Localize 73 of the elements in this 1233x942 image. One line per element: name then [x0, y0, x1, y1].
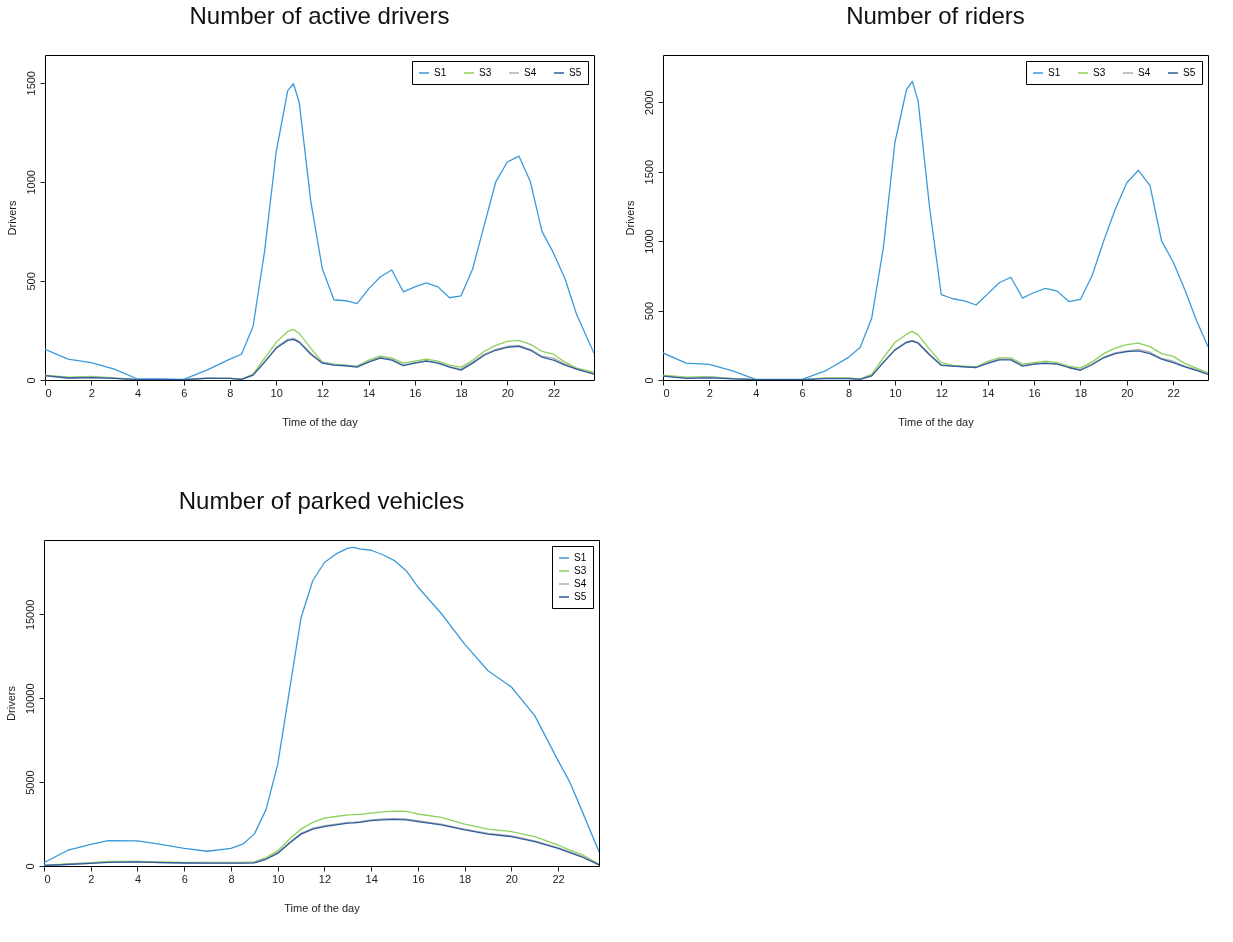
x-tick-label: 8 — [227, 386, 234, 399]
x-tick-label: 22 — [1167, 386, 1180, 399]
y-tick-label: 15000 — [23, 599, 36, 631]
x-tick-label: 22 — [552, 872, 565, 885]
legend-label: S3 — [574, 565, 587, 576]
x-tick-label: 10 — [270, 386, 283, 399]
y-tick-label: 1000 — [24, 170, 37, 195]
y-tick-label: 0 — [642, 377, 655, 384]
x-tick-label: 12 — [935, 386, 948, 399]
y-axis-title: Drivers — [4, 685, 17, 721]
y-tick-label: 10000 — [23, 683, 36, 715]
y-tick-label: 500 — [642, 301, 655, 321]
x-axis-title: Time of the day — [282, 415, 359, 428]
y-tick-label: 2000 — [642, 90, 655, 115]
x-tick-label: 16 — [1028, 386, 1041, 399]
x-tick-label: 14 — [365, 872, 378, 885]
y-tick-label: 5000 — [23, 770, 36, 795]
legend-label: S4 — [574, 578, 587, 589]
x-tick-label: 22 — [547, 386, 561, 399]
y-tick-label: 500 — [24, 272, 37, 291]
x-tick-label: 2 — [88, 386, 95, 399]
x-tick-label: 16 — [409, 386, 422, 399]
x-tick-label: 20 — [501, 386, 514, 399]
x-axis-title: Time of the day — [898, 415, 975, 428]
y-tick-label: 1500 — [24, 71, 37, 96]
x-tick-label: 6 — [181, 386, 188, 399]
legend-label: S5 — [574, 591, 587, 602]
legend-label: S4 — [524, 67, 537, 78]
y-tick-label: 1000 — [642, 229, 655, 254]
x-tick-label: 12 — [318, 872, 332, 885]
chart-title: Number of riders — [846, 2, 1025, 29]
legend-label: S1 — [574, 552, 587, 563]
x-tick-label: 0 — [44, 872, 51, 885]
x-tick-label: 4 — [134, 872, 142, 885]
x-tick-label: 6 — [181, 872, 188, 885]
x-tick-label: 18 — [459, 872, 472, 885]
legend-label: S5 — [1183, 67, 1196, 78]
x-axis-title: Time of the day — [284, 901, 361, 914]
line-series — [44, 546, 599, 864]
legend-label: S4 — [1138, 67, 1151, 78]
x-tick-label: 14 — [363, 386, 376, 399]
legend-label: S5 — [569, 67, 582, 78]
x-tick-label: 0 — [663, 386, 670, 399]
x-tick-label: 18 — [1074, 386, 1088, 399]
x-tick-label: 2 — [88, 872, 95, 885]
chart-title: Number of parked vehicles — [178, 487, 465, 514]
y-tick-label: 1500 — [642, 159, 655, 185]
x-tick-label: 14 — [982, 386, 995, 399]
x-tick-label: 16 — [412, 872, 425, 885]
legend-label: S3 — [479, 67, 492, 78]
line-series — [663, 80, 1208, 380]
x-tick-label: 20 — [1121, 386, 1134, 399]
chart-title: Number of active drivers — [189, 2, 450, 29]
x-tick-label: 4 — [753, 386, 760, 399]
y-axis-title: Drivers — [623, 200, 636, 236]
x-tick-label: 20 — [505, 872, 518, 885]
y-tick-label: 0 — [23, 863, 36, 870]
x-tick-label: 8 — [228, 872, 235, 885]
x-tick-label: 2 — [706, 386, 713, 399]
y-tick-label: 0 — [24, 377, 37, 384]
x-tick-label: 10 — [889, 386, 902, 399]
x-tick-label: 4 — [134, 386, 142, 399]
x-tick-label: 18 — [455, 386, 468, 399]
legend-label: S1 — [434, 67, 447, 78]
x-tick-label: 10 — [272, 872, 285, 885]
line-series — [45, 83, 594, 380]
x-tick-label: 12 — [316, 386, 330, 399]
x-tick-label: 6 — [799, 386, 806, 399]
legend-label: S3 — [1093, 67, 1106, 78]
y-axis-title: Drivers — [5, 200, 18, 236]
x-tick-label: 0 — [45, 386, 52, 399]
x-tick-label: 8 — [845, 386, 853, 399]
legend-label: S1 — [1048, 67, 1061, 78]
